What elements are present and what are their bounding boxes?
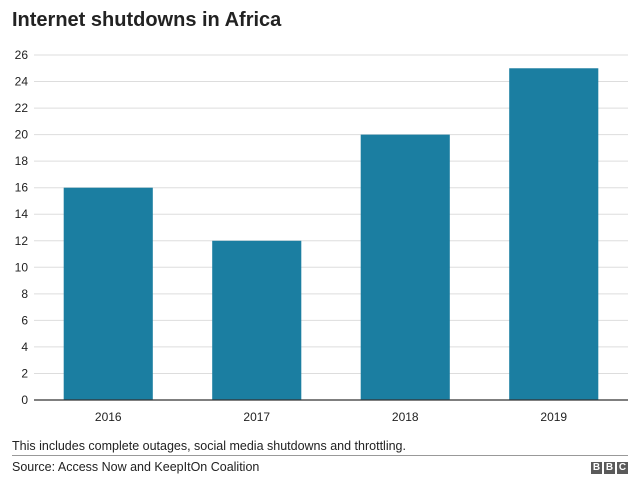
chart-note: This includes complete outages, social m…	[12, 439, 406, 453]
x-tick-label: 2018	[392, 410, 419, 424]
y-tick-label: 6	[21, 313, 28, 327]
bar	[63, 187, 153, 400]
logo-letter: C	[617, 462, 628, 474]
x-tick-label: 2019	[540, 410, 567, 424]
source-text: Source: Access Now and KeepItOn Coalitio…	[12, 460, 260, 474]
bbc-logo: B B C	[591, 462, 628, 474]
y-tick-label: 10	[15, 260, 29, 274]
y-tick-label: 16	[15, 181, 29, 195]
bar	[360, 134, 450, 400]
y-tick-label: 8	[21, 287, 28, 301]
divider	[12, 455, 628, 456]
y-tick-label: 22	[15, 101, 29, 115]
y-tick-label: 12	[15, 234, 29, 248]
bar	[212, 240, 302, 400]
y-tick-label: 4	[21, 340, 28, 354]
y-tick-label: 20	[15, 128, 29, 142]
bar	[509, 68, 599, 401]
y-tick-label: 26	[15, 48, 29, 62]
x-tick-label: 2017	[243, 410, 270, 424]
y-tick-label: 24	[15, 75, 29, 89]
y-tick-label: 18	[15, 154, 29, 168]
y-tick-label: 14	[15, 207, 29, 221]
logo-letter: B	[591, 462, 602, 474]
y-tick-label: 2	[21, 366, 28, 380]
x-tick-label: 2016	[95, 410, 122, 424]
logo-letter: B	[604, 462, 615, 474]
chart-title: Internet shutdowns in Africa	[12, 9, 282, 31]
y-tick-label: 0	[21, 393, 28, 407]
